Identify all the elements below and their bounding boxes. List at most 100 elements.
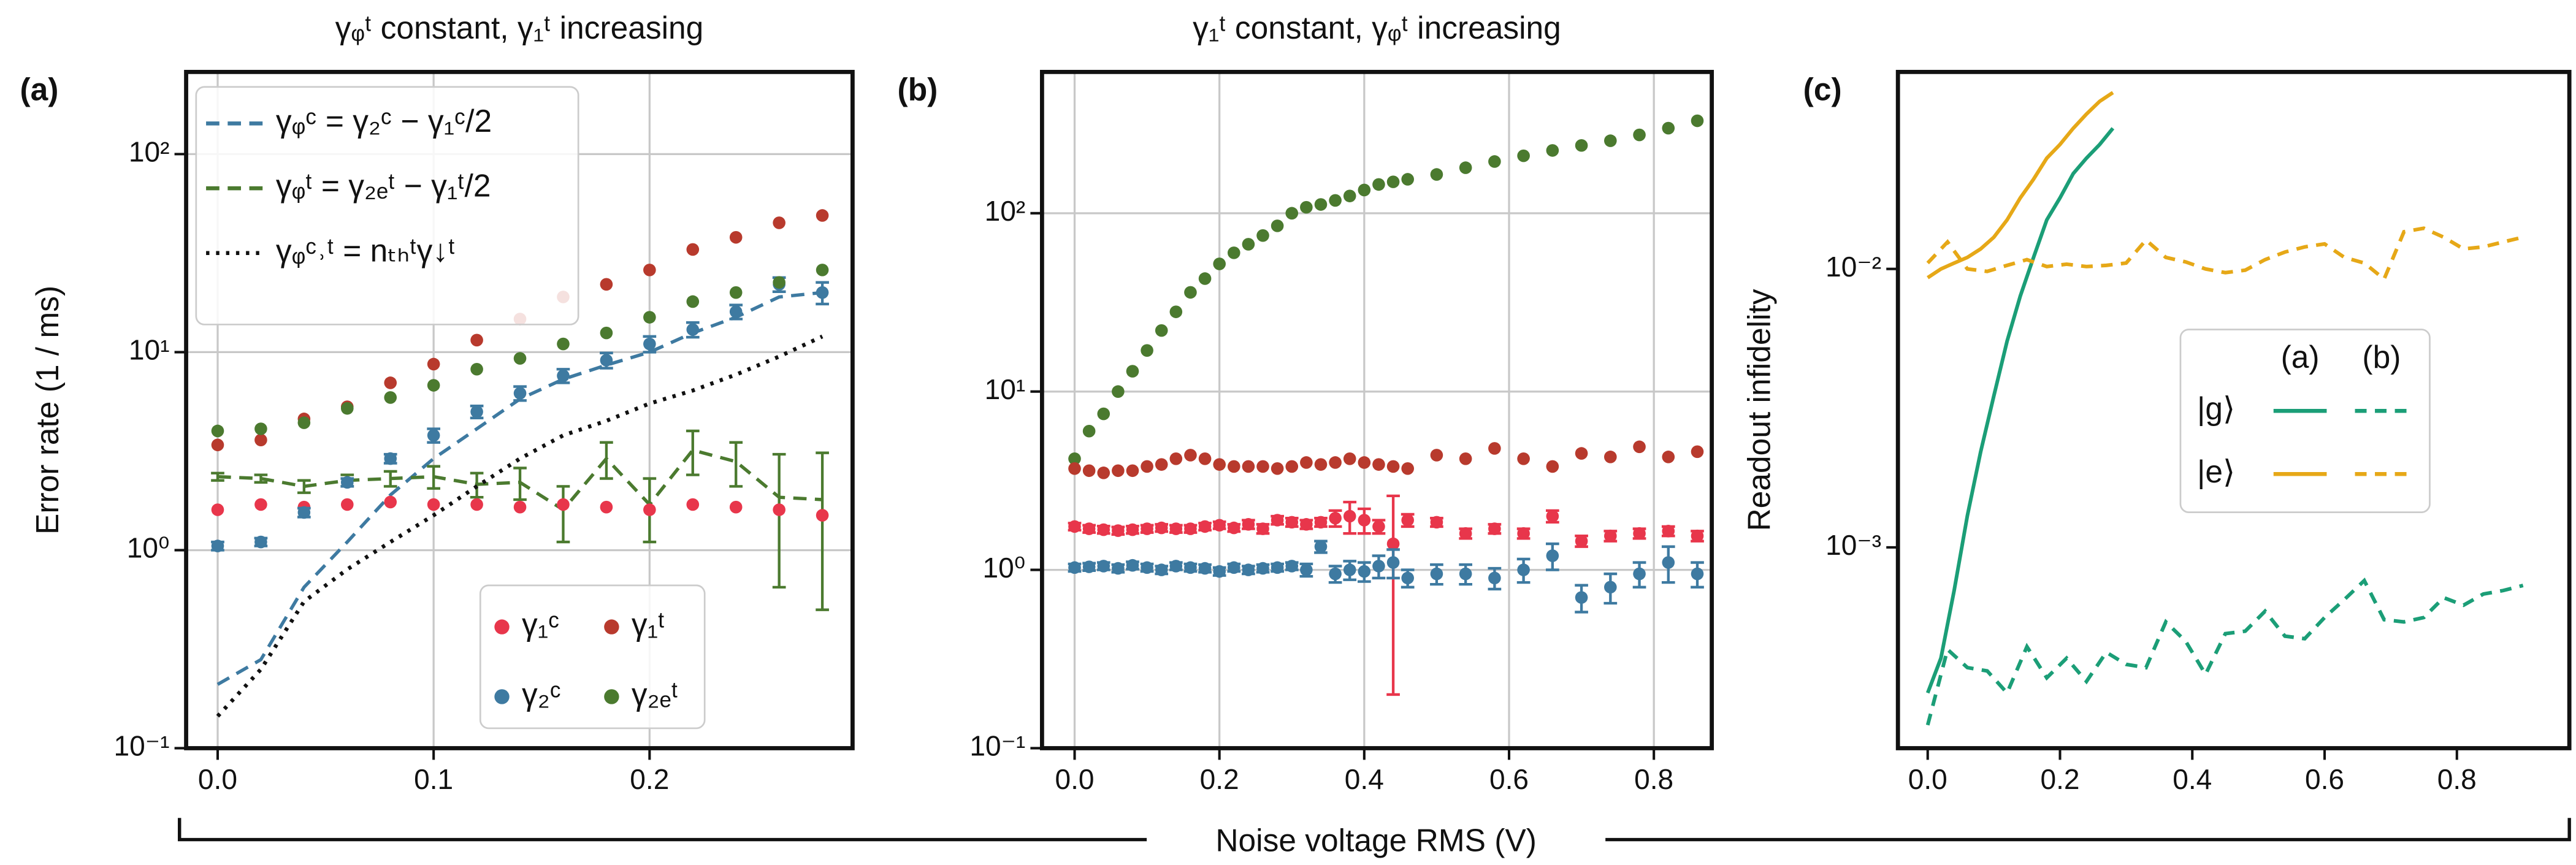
error-bar	[686, 429, 700, 476]
data-point	[384, 452, 397, 465]
legend-label: γᵩᶜ˒ᵗ = nₜₕᵗγ↓ᵗ	[276, 232, 456, 268]
data-point	[1329, 194, 1342, 207]
data-point	[1198, 452, 1212, 465]
data-point	[1401, 514, 1414, 527]
error-bar	[729, 441, 743, 488]
y-tick-label: 10⁰	[983, 552, 1026, 584]
data-point	[1517, 563, 1530, 576]
data-point	[1314, 458, 1328, 471]
data-point	[1662, 525, 1675, 538]
data-point	[1256, 460, 1269, 473]
data-point	[1459, 527, 1472, 540]
panel: (a) γᵩᵗ constant, γ₁ᵗ increasing Error rat…	[20, 10, 855, 795]
data-point	[729, 500, 743, 514]
data-point	[1633, 527, 1646, 540]
data-point	[1082, 522, 1096, 535]
data-point	[1068, 462, 1081, 475]
data-point	[1430, 516, 1443, 529]
data-point	[297, 506, 311, 519]
data-point	[816, 509, 829, 522]
data-point	[211, 438, 224, 452]
data-point	[1242, 518, 1255, 531]
data-point	[1372, 520, 1385, 533]
data-point	[1242, 563, 1255, 576]
data-point	[643, 264, 656, 276]
data-point	[1314, 540, 1328, 553]
data-point	[1285, 460, 1299, 473]
data-point	[513, 387, 527, 400]
legend-label: γᵩᶜ = γ₂ᶜ − γ₁ᶜ/2	[276, 103, 492, 139]
data-point	[1126, 365, 1139, 378]
panel: (c) Readout infidelity 10⁻³ 10⁻² 0.0 0.2 0.4 0.…	[1741, 69, 2572, 795]
y-tick-label: 10¹	[129, 334, 170, 366]
data-point	[1271, 561, 1284, 574]
data-point	[1343, 452, 1356, 465]
data-point	[1604, 581, 1617, 594]
data-point	[254, 535, 267, 549]
data-point	[254, 498, 267, 511]
data-point	[1386, 460, 1400, 473]
data-point	[470, 498, 483, 511]
data-point	[1285, 207, 1299, 220]
data-point	[340, 402, 354, 415]
data-point	[1575, 535, 1588, 547]
data-point	[1358, 183, 1371, 197]
data-point	[513, 352, 527, 365]
data-point	[1184, 561, 1197, 574]
data-point	[1198, 272, 1212, 285]
data-point	[1329, 511, 1342, 525]
data-point	[1691, 445, 1704, 459]
data-point	[1488, 442, 1501, 455]
legend-marker	[604, 619, 619, 634]
panel-title: γ₁ᵗ constant, γᵩᵗ increasing	[1193, 10, 1561, 45]
data-point	[1242, 460, 1255, 473]
data-point	[1546, 460, 1559, 473]
data-point	[1662, 451, 1675, 463]
panel-label: (c)	[1803, 71, 1842, 107]
data-point	[1155, 563, 1168, 576]
data-point	[427, 357, 440, 371]
data-point	[729, 286, 743, 299]
y-tick-label: 10⁻¹	[969, 730, 1025, 762]
data-point	[211, 424, 224, 438]
error-bar	[513, 467, 527, 501]
data-point	[427, 379, 440, 392]
data-point	[1604, 134, 1617, 147]
data-point	[211, 503, 224, 516]
data-point	[340, 476, 354, 489]
data-point	[1386, 556, 1400, 569]
data-point	[557, 369, 570, 383]
data-point	[1517, 452, 1530, 465]
x-tick-label: 0.0	[1055, 763, 1094, 795]
x-tick-label: 0.2	[2040, 763, 2079, 795]
data-point	[1343, 509, 1356, 523]
data-point	[211, 539, 224, 552]
data-point	[557, 337, 570, 351]
data-point	[1169, 522, 1183, 535]
data-point	[1633, 128, 1646, 142]
data-point	[384, 376, 397, 389]
legend-label: γ₁ᵗ	[632, 606, 665, 642]
panel-label: (b)	[898, 71, 938, 107]
error-bar	[211, 471, 224, 482]
x-tick-label: 0.4	[2173, 763, 2212, 795]
data-point	[1256, 522, 1269, 535]
error-bar	[470, 471, 484, 499]
data-point	[1126, 523, 1139, 536]
y-axis-label: Error rate (1 / ms)	[29, 286, 65, 535]
legend-column-header: (b)	[2362, 339, 2401, 375]
data-point	[686, 295, 700, 308]
data-point	[384, 391, 397, 404]
data-point	[1242, 238, 1255, 251]
data-point	[1126, 558, 1139, 572]
data-point	[1184, 522, 1197, 535]
data-point	[1198, 562, 1212, 575]
legend-marker	[604, 689, 619, 704]
data-point	[1343, 189, 1356, 202]
data-point	[816, 209, 829, 222]
data-point	[1271, 219, 1284, 232]
data-point	[1488, 522, 1501, 535]
data-point	[1314, 198, 1328, 211]
error-bar	[772, 452, 786, 589]
data-point	[1358, 565, 1371, 578]
